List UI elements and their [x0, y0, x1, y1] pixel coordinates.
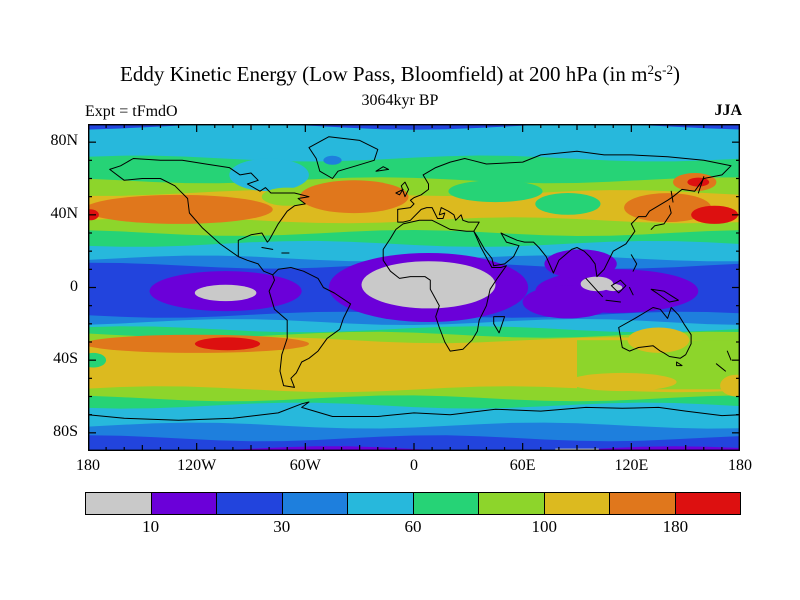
world-contour-map [87, 123, 741, 452]
maximum-east-asia [624, 193, 712, 223]
gold-central-australia [627, 327, 690, 353]
minimum-india-purple [544, 249, 617, 279]
colorbar-cell-orange [610, 493, 676, 514]
coastline-greenland-iceland [308, 136, 390, 179]
title-superscript-minus2: -2 [662, 62, 673, 77]
x-tick-label-60W: 60W [289, 457, 321, 474]
y-tick-label-0: 0 [70, 277, 78, 295]
y-tick-label-80N: 80N [50, 132, 78, 150]
x-tick-label-180: 180 [728, 457, 752, 474]
colorbar-cell-cyan [348, 493, 414, 514]
maximum-nw-pacific-red [691, 205, 739, 224]
colorbar [85, 492, 741, 515]
colorbar-cell-green [413, 493, 479, 514]
y-tick-label-40N: 40N [50, 204, 78, 222]
chart-subtitle-time: 3064kyr BP [361, 92, 439, 109]
map-frame [87, 123, 740, 452]
colorbar-label-10: 10 [142, 517, 160, 536]
maximum-north-atlantic [299, 180, 409, 214]
x-tick-label-120W: 120W [177, 457, 217, 474]
moderate-eke-central-asia [535, 193, 601, 215]
colorbar-label-60: 60 [404, 517, 422, 536]
y-tick-label-40S: 40S [53, 350, 78, 368]
green-spot-left-edge-40s [88, 352, 107, 368]
x-tick-label-0: 0 [410, 457, 418, 474]
title-units-s: s [653, 62, 663, 86]
maximum-okhotsk-core [687, 177, 710, 187]
colorbar-cell-gray [86, 493, 152, 514]
coastline-africa-madagascar [382, 219, 507, 352]
notch-east-canada [261, 187, 313, 206]
minimum-indian-ocean-purple [522, 285, 614, 319]
gold-south-of-australia [568, 372, 677, 392]
chart-title: Eddy Kinetic Energy (Low Pass, Bloomfiel… [0, 62, 800, 87]
maximum-se-pacific-red [194, 337, 261, 351]
minimum-east-pacific-core [194, 284, 257, 302]
coastline-antarctica [88, 401, 740, 421]
colorbar-cell-ygreen [479, 493, 545, 514]
minimum-africa-core [361, 261, 496, 309]
colorbar-cell-red [675, 493, 740, 514]
x-tick-label-60E: 60E [509, 457, 536, 474]
gold-southwest-pacific-edge [720, 374, 740, 397]
colorbar-cell-gold [544, 493, 610, 514]
colorbar-cell-dblue [282, 493, 348, 514]
coastline-americas [109, 158, 352, 388]
colorbar-label-30: 30 [273, 517, 291, 536]
title-superscript-2: 2 [647, 62, 654, 77]
season-label: JJA [714, 102, 742, 119]
map-plot-area [87, 123, 741, 456]
title-close-paren: ) [672, 62, 680, 86]
maximum-north-pacific [88, 194, 273, 224]
extrema-blobs-layer [88, 155, 740, 451]
low-eke-greenland-spot [323, 155, 342, 165]
title-text: Eddy Kinetic Energy (Low Pass, Bloomfiel… [120, 62, 648, 86]
coastline-australia-nz [618, 307, 732, 372]
colorbar-cell-blue [217, 493, 283, 514]
colorbar-label-180: 180 [662, 517, 689, 536]
coastline-southeast-asia-islands [585, 176, 705, 303]
y-tick-label-80S: 80S [53, 422, 78, 440]
moderate-eke-east-europe [448, 180, 543, 203]
coastline-eurasia [395, 150, 732, 278]
x-tick-label-120E: 120E [614, 457, 649, 474]
coastlines-layer [88, 136, 740, 421]
colorbar-label-100: 100 [531, 517, 557, 536]
x-tick-label-180: 180 [76, 457, 100, 474]
experiment-label: Expt = tFmdO [85, 103, 178, 120]
colorbar-cell-purple [151, 493, 217, 514]
